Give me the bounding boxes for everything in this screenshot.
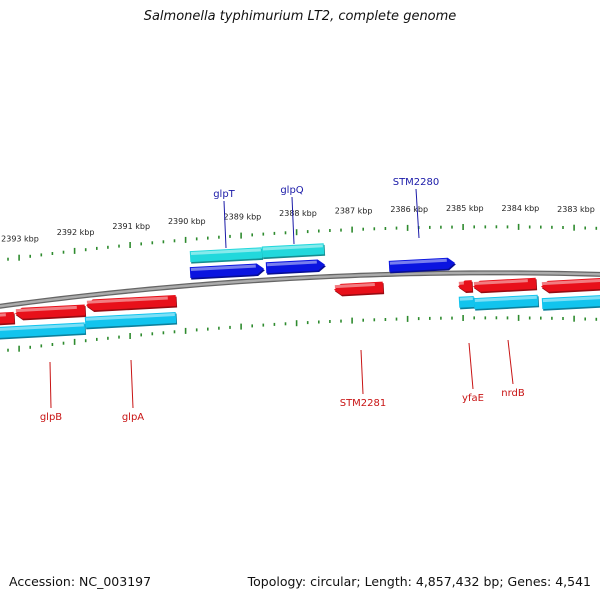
feature-highlight: [0, 313, 6, 318]
feature-highlight: [541, 278, 600, 286]
cds-arrow-glpA[interactable]: [86, 295, 178, 312]
feature-highlight: [334, 283, 375, 289]
cds-arrow-yfaE[interactable]: [458, 280, 474, 294]
cds-arrow-STM2280[interactable]: [388, 257, 456, 274]
gene-bar-glpT[interactable]: [189, 247, 264, 264]
cds-arrow-left-partial[interactable]: [0, 311, 16, 326]
feature-highlight: [459, 297, 473, 301]
gene-label-glpb[interactable]: glpB: [40, 412, 62, 423]
gene-bar-yfaE[interactable]: [458, 296, 476, 310]
tick-label: 2390 kbp: [168, 217, 206, 226]
cds-arrow-right-partial[interactable]: [541, 277, 600, 294]
tick-label: 2383 kbp: [557, 205, 595, 214]
feature-highlight: [262, 244, 323, 251]
accession-text: Accession: NC_003197: [9, 574, 152, 589]
cds-arrow-glpB[interactable]: [15, 304, 87, 321]
tick-label: 2388 kbp: [279, 209, 317, 218]
gene-label-glpt[interactable]: glpT: [213, 189, 235, 200]
feature-highlight: [86, 296, 168, 304]
gene-label-glpq[interactable]: glpQ: [280, 185, 303, 196]
tick-label: 2385 kbp: [446, 204, 484, 213]
tick-label: 2387 kbp: [335, 207, 373, 216]
feature-body: [0, 311, 15, 324]
gene-leader-line: [360, 349, 364, 395]
tick-label: 2386 kbp: [390, 205, 428, 214]
gene-bar-right-partial[interactable]: [541, 294, 600, 311]
cds-arrow-glpT[interactable]: [189, 263, 265, 280]
gene-bar-glpB[interactable]: [0, 322, 87, 340]
gene-bar-nrdB[interactable]: [473, 294, 540, 311]
gene-label-nrdb[interactable]: nrdB: [501, 388, 525, 399]
gene-label-glpa[interactable]: glpA: [122, 412, 144, 423]
tick-label: 2389 kbp: [224, 213, 262, 222]
tick-label: 2393 kbp: [1, 235, 39, 244]
gene-bar-glpQ[interactable]: [261, 243, 326, 260]
tick-label: 2391 kbp: [112, 222, 150, 231]
map-title: Salmonella typhimurium LT2, complete gen…: [143, 9, 457, 24]
cds-arrow-glpQ[interactable]: [265, 259, 326, 275]
gene-bar-glpA[interactable]: [84, 311, 178, 330]
feature-body: [458, 280, 473, 292]
feature-highlight: [266, 260, 317, 267]
genome-summary-text: Topology: circular; Length: 4,857,432 bp…: [247, 574, 591, 589]
feature-highlight: [190, 248, 261, 256]
tick-label: 2392 kbp: [57, 228, 95, 237]
cds-arrow-STM2281[interactable]: [334, 281, 385, 297]
gene-label-stm2281[interactable]: STM2281: [340, 398, 387, 409]
feature-highlight: [190, 264, 256, 272]
feature-highlight: [473, 279, 528, 286]
gene-leader-line: [415, 188, 420, 239]
feature-highlight: [15, 305, 77, 313]
gene-leader-line: [223, 200, 227, 249]
gene-label-yfae[interactable]: yfaE: [462, 393, 484, 404]
gene-leader-line: [507, 339, 514, 385]
tick-label: 2384 kbp: [502, 204, 540, 213]
feature-highlight: [474, 295, 537, 303]
gene-leader-line: [291, 196, 295, 245]
gene-leader-line: [49, 361, 52, 409]
feature-highlight: [389, 258, 447, 265]
feature-highlight: [542, 295, 600, 303]
feature-highlight: [0, 323, 84, 332]
cds-arrow-nrdB[interactable]: [473, 277, 538, 294]
gene-label-stm2280[interactable]: STM2280: [393, 177, 440, 188]
backbone-line: [0, 271, 600, 308]
gene-leader-line: [130, 359, 134, 409]
feature-highlight: [458, 281, 464, 285]
feature-highlight: [85, 313, 175, 321]
gene-leader-line: [468, 342, 474, 390]
